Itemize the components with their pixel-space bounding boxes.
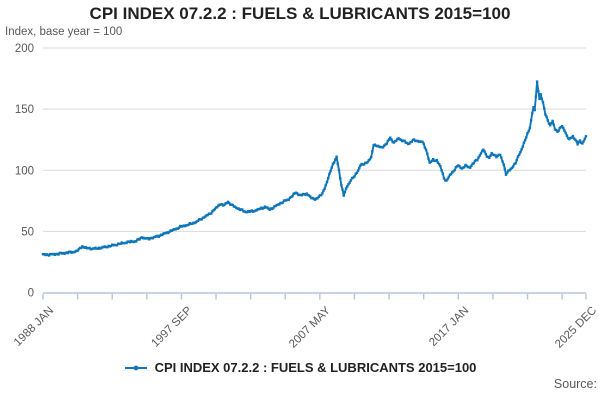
- y-axis-tick-label: 50: [21, 226, 34, 238]
- x-axis-tick-label: 1997 SEP: [149, 304, 194, 349]
- y-axis-tick-label: 100: [15, 165, 34, 177]
- legend: CPI INDEX 07.2.2 : FUELS & LUBRICANTS 20…: [0, 360, 600, 375]
- chart-subtitle: Index, base year = 100: [5, 26, 123, 38]
- legend-line-marker-icon: [124, 365, 147, 370]
- legend-label: CPI INDEX 07.2.2 : FUELS & LUBRICANTS 20…: [154, 360, 477, 375]
- y-axis-tick-label: 200: [15, 43, 34, 55]
- x-axis-tick-label: 2007 MAY: [287, 304, 333, 350]
- y-axis-tick-label: 150: [15, 104, 34, 116]
- x-axis-tick-label: 2017 JAN: [427, 305, 471, 349]
- source-label: Source:: [553, 377, 597, 391]
- chart-title: CPI INDEX 07.2.2 : FUELS & LUBRICANTS 20…: [89, 4, 511, 23]
- cpi-series-markers: [41, 80, 588, 257]
- x-axis-tick-label: 2025 DEC: [553, 305, 599, 351]
- y-axis-tick-label: 0: [28, 288, 34, 300]
- legend-item: CPI INDEX 07.2.2 : FUELS & LUBRICANTS 20…: [124, 360, 477, 375]
- x-axis-tick-label: 1988 JAN: [12, 305, 56, 349]
